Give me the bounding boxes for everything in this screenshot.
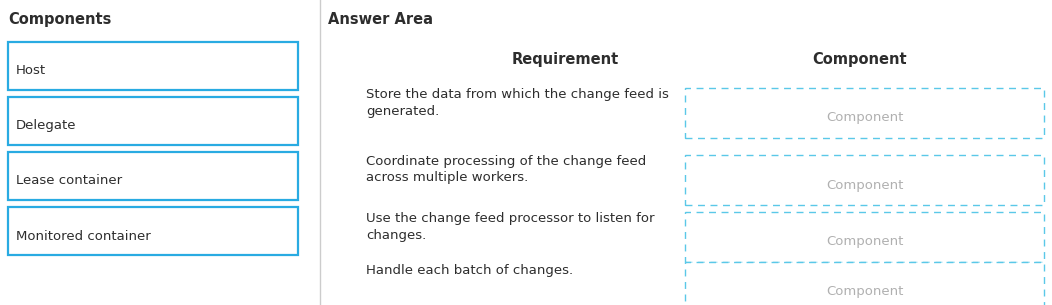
Text: Answer Area: Answer Area <box>328 12 433 27</box>
Text: Component: Component <box>826 285 904 299</box>
Text: Requirement: Requirement <box>511 52 619 67</box>
Text: Component: Component <box>813 52 907 67</box>
Text: Component: Component <box>826 112 904 124</box>
Bar <box>685 88 1044 138</box>
Text: Component: Component <box>826 235 904 249</box>
Bar <box>685 212 1044 262</box>
Text: Delegate: Delegate <box>16 120 77 132</box>
Bar <box>8 97 298 145</box>
Text: Lease container: Lease container <box>16 174 122 188</box>
Bar <box>8 207 298 255</box>
Text: Component: Component <box>826 178 904 192</box>
Bar <box>685 262 1044 305</box>
Bar <box>8 42 298 90</box>
Text: Coordinate processing of the change feed
across multiple workers.: Coordinate processing of the change feed… <box>366 155 646 185</box>
Text: Use the change feed processor to listen for
changes.: Use the change feed processor to listen … <box>366 212 654 242</box>
Text: Store the data from which the change feed is
generated.: Store the data from which the change fee… <box>366 88 669 117</box>
Bar <box>685 155 1044 205</box>
Text: Components: Components <box>8 12 112 27</box>
Text: Monitored container: Monitored container <box>16 229 150 242</box>
Bar <box>8 152 298 200</box>
Text: Handle each batch of changes.: Handle each batch of changes. <box>366 264 573 277</box>
Text: Host: Host <box>16 64 46 77</box>
